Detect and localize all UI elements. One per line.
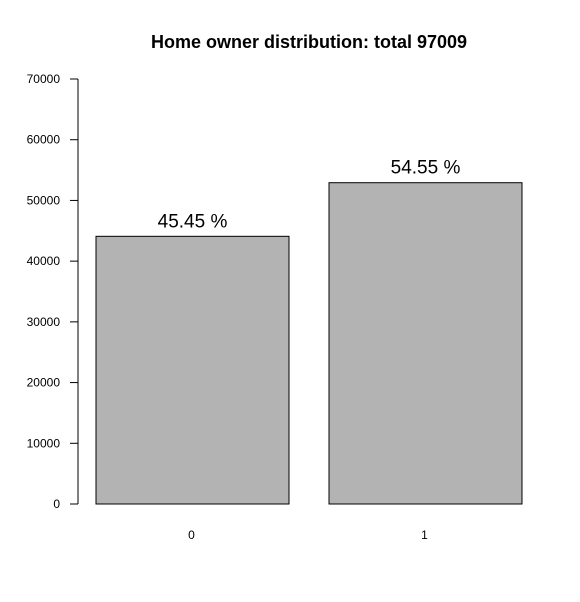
y-tick-label: 0 [53, 497, 60, 511]
y-tick-label: 20000 [27, 376, 61, 390]
x-tick-label: 1 [421, 528, 428, 542]
y-tick-label: 50000 [27, 193, 61, 207]
bar-data-label: 54.55 % [391, 158, 461, 179]
bar [95, 235, 290, 505]
y-tick-label: 70000 [27, 72, 61, 86]
y-tick-label: 60000 [27, 133, 61, 147]
y-tick-label: 30000 [27, 315, 61, 329]
bars: 45.45 % 54.55 % [95, 158, 523, 505]
y-tick-label: 40000 [27, 254, 61, 268]
y-tick-label: 10000 [27, 436, 61, 450]
x-tick-label: 0 [188, 528, 195, 542]
y-axis: 0 10000 20000 30000 40000 50000 60000 70000 [27, 72, 79, 511]
bar [328, 182, 523, 505]
chart-title: Home owner distribution: total 97009 [151, 32, 467, 52]
bar-data-label: 45.45 % [158, 211, 228, 232]
